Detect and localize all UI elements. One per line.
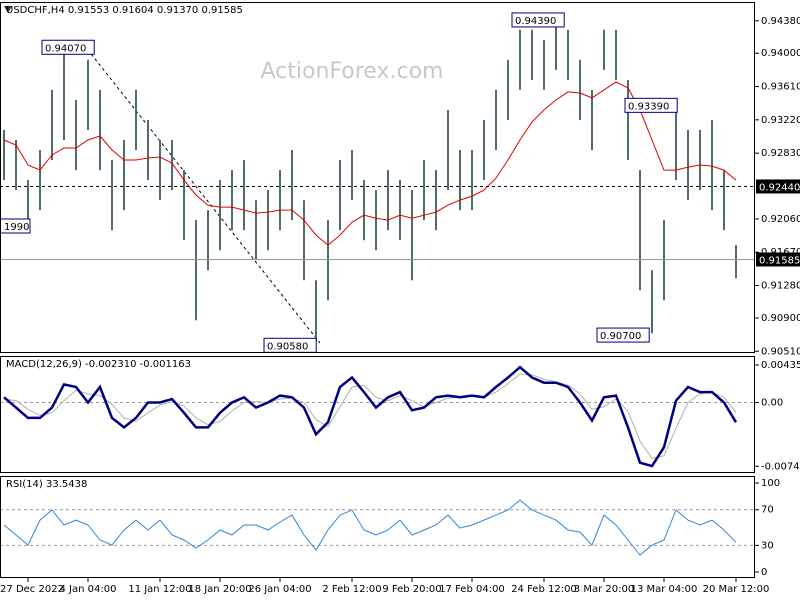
- x-tick-label: 24 Feb 12:00: [511, 584, 577, 595]
- y-tick-label: 0.00: [761, 397, 783, 408]
- x-tick-label: 3 Mar 20:00: [574, 584, 634, 595]
- x-tick-label: 4 Jan 04:00: [60, 584, 117, 595]
- panel-title: RSI(14) 33.5438: [6, 479, 87, 490]
- x-tick-label: 26 Jan 04:00: [248, 584, 311, 595]
- plot-area: ActionForex.com: [0, 20, 755, 341]
- y-tick-label: 0.91280: [761, 281, 800, 292]
- y-tick-label: 0.004354: [761, 360, 800, 371]
- watermark: ActionForex.com: [261, 59, 444, 84]
- y-tick-label: 0.94000: [761, 48, 800, 59]
- label-box: [41, 39, 95, 55]
- x-tick-label: 2 Feb 12:00: [322, 584, 381, 595]
- price-line-box: [756, 179, 800, 194]
- macd-line: [3, 365, 738, 468]
- x-tick-label: 9 Feb 20:00: [382, 584, 441, 595]
- label-box: [0, 218, 31, 234]
- y-tick-label: 0.92060: [761, 214, 800, 225]
- y-tick-label: 100: [761, 478, 780, 489]
- x-tick-label: 11 Jan 12:00: [128, 584, 191, 595]
- price-label: 0.90580: [267, 341, 308, 352]
- label-box: [511, 12, 565, 28]
- symbol-icon: [4, 6, 12, 13]
- panel: MACD(12,26,9) -0.002310 -0.001163 0.00435…: [0, 356, 800, 473]
- panel-frame: [0, 356, 755, 473]
- rsi-line: [3, 499, 737, 556]
- panel-frame: [0, 2, 755, 353]
- y-tick-label: 0.90900: [761, 313, 800, 324]
- price-label: 0.94390: [515, 16, 556, 27]
- price-label: 0.94070: [45, 43, 86, 54]
- y-tick-label: 0.94380: [761, 16, 800, 27]
- x-tick-label: 17 Feb 04:00: [439, 584, 505, 595]
- price-line-label: 0.91585: [759, 255, 800, 266]
- label-box: [624, 97, 678, 113]
- y-tick-label: -0.007417: [761, 461, 800, 472]
- panel: ActionForex.com 0.94070 0.90580 0.94390 0.90…: [0, 2, 800, 357]
- price-line-label: 0.92440: [759, 182, 800, 193]
- y-tick-label: 0.90510: [761, 346, 800, 357]
- y-tick-label: 0.92830: [761, 148, 800, 159]
- y-tick-label: 0: [761, 567, 767, 578]
- moving-average: [3, 81, 737, 246]
- price-label: 0.90700: [600, 331, 641, 342]
- plot-area: [0, 365, 755, 468]
- x-tick-label: 13 Mar 04:00: [631, 584, 698, 595]
- signal-line: [3, 373, 737, 459]
- price-line-box: [756, 252, 800, 267]
- x-tick-label: 20 Mar 12:00: [703, 584, 770, 595]
- x-tick-label: 18 Jan 20:00: [188, 584, 251, 595]
- panel-frame: [0, 476, 755, 578]
- price-label: 0.93390: [628, 101, 669, 112]
- label-box: [596, 327, 650, 343]
- x-tick-label: 27 Dec 2022: [0, 584, 64, 595]
- y-tick-label: 0.93610: [761, 82, 800, 93]
- y-tick-label: 70: [761, 505, 774, 516]
- panel-title: USDCHF,H4 0.91553 0.91604 0.91370 0.9158…: [6, 5, 243, 16]
- y-tick-label: 30: [761, 540, 774, 551]
- plot-area: [0, 499, 755, 556]
- y-tick-label: 0.93220: [761, 115, 800, 126]
- panel-title: MACD(12,26,9) -0.002310 -0.001163: [6, 359, 191, 370]
- edge-label: 1990: [4, 222, 29, 233]
- trend-line: [79, 39, 321, 344]
